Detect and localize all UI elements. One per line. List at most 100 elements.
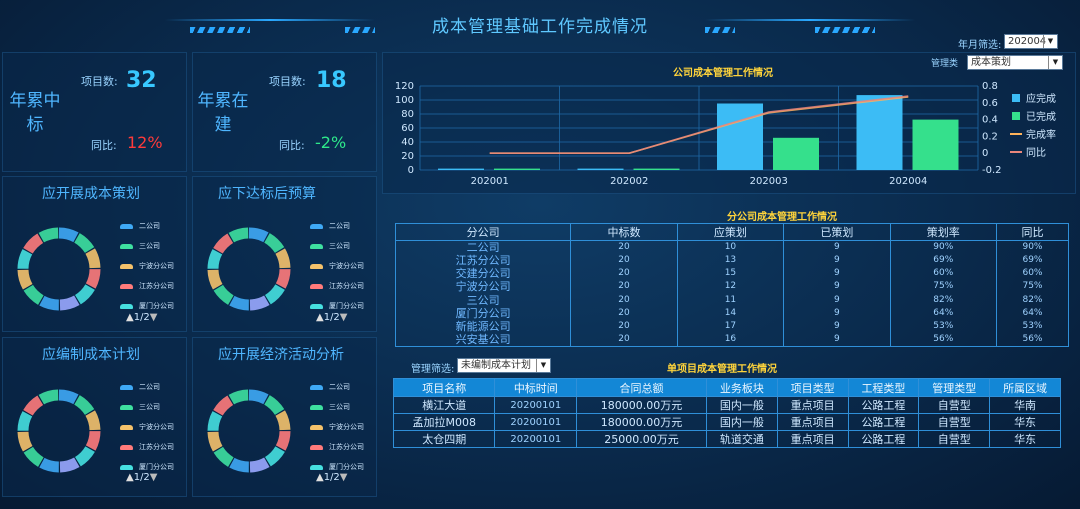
column-header[interactable]: 项目名称 [392, 378, 496, 397]
y-tick-label: 60 [401, 123, 414, 134]
table-row[interactable]: 宁波分公司 20 12 9 75% 75% [394, 280, 1070, 294]
table-row[interactable]: 交建分公司 20 15 9 60% 60% [394, 267, 1070, 281]
table-row[interactable]: 兴安基公司 20 16 9 56% 56% [394, 333, 1070, 348]
donut-title: 应开展经济活动分析 [218, 347, 344, 363]
legend-item[interactable]: 二公司 [310, 377, 364, 397]
legend-item[interactable]: 三公司 [310, 397, 364, 417]
next-page-icon[interactable]: ▼ [339, 472, 348, 483]
legend-item[interactable]: 二公司 [120, 377, 174, 397]
company-chart-filter-select[interactable]: 成本策划 ▼ [967, 55, 1063, 70]
chevron-down-icon: ▼ [536, 359, 550, 372]
legend-pager[interactable]: ▲1/2▼ [316, 312, 348, 323]
column-header[interactable]: 工程类型 [847, 378, 920, 397]
prev-page-icon[interactable]: ▲ [316, 312, 324, 323]
table-row[interactable]: 二公司 20 10 9 90% 90% [394, 240, 1070, 254]
table-cell: 20 [570, 333, 678, 348]
project-filter-select[interactable]: 未编制成本计划 ▼ [457, 358, 551, 373]
table-row[interactable]: 江苏分公司 20 13 9 69% 69% [394, 254, 1070, 268]
table-cell: 新能源公司 [394, 319, 572, 334]
legend-label: 江苏分公司 [329, 282, 364, 290]
car-icon [310, 303, 323, 309]
table-cell: 15 [676, 267, 785, 281]
legend-item[interactable]: 宁波分公司 [120, 256, 174, 276]
legend-swatch [1012, 94, 1020, 102]
legend-item[interactable]: 二公司 [310, 216, 364, 236]
legend-item[interactable]: 江苏分公司 [120, 437, 174, 457]
prev-page-icon[interactable]: ▲ [126, 312, 134, 323]
kpi-count-label: 项目数: [81, 75, 118, 88]
legend-item[interactable]: 宁波分公司 [120, 417, 174, 437]
legend-item[interactable]: 厦门分公司 [120, 296, 174, 316]
column-header[interactable]: 管理类型 [918, 378, 991, 397]
legend-label: 厦门分公司 [329, 463, 364, 471]
legend-item[interactable]: 江苏分公司 [310, 276, 364, 296]
column-header[interactable]: 同比 [995, 223, 1070, 241]
year-filter-select[interactable]: 202004 ▼ [1004, 34, 1058, 49]
legend-swatch [1012, 112, 1020, 120]
prev-page-icon[interactable]: ▲ [126, 472, 134, 483]
kpi-yoy: 12% [127, 133, 163, 152]
table-cell: 国内一般 [705, 413, 778, 431]
legend-pager[interactable]: ▲1/2▼ [126, 312, 158, 323]
table-cell: 9 [783, 306, 891, 320]
table-cell: 12 [676, 280, 785, 294]
legend-item[interactable]: 江苏分公司 [310, 437, 364, 457]
legend-pager[interactable]: ▲1/2▼ [316, 472, 348, 483]
header-deco-right [815, 27, 875, 33]
legend-pager[interactable]: ▲1/2▼ [126, 472, 158, 483]
column-header[interactable]: 合同总额 [576, 378, 707, 397]
table-cell: 13 [676, 254, 785, 268]
legend-label: 厦门分公司 [139, 463, 174, 471]
column-header[interactable]: 分公司 [394, 223, 572, 241]
table-row[interactable]: 孟加拉M008 20200101 180000.00万元 国内一般 重点项目 公路工程 自营… [392, 413, 1061, 431]
kpi-count: 18 [316, 68, 347, 93]
column-header[interactable]: 中标时间 [494, 378, 578, 397]
legend-item[interactable]: 三公司 [120, 397, 174, 417]
column-header[interactable]: 已策划 [783, 223, 891, 241]
table-cell: 10 [676, 240, 785, 254]
next-page-icon[interactable]: ▼ [149, 312, 158, 323]
column-header[interactable]: 策划率 [889, 223, 997, 241]
table-row[interactable]: 三公司 20 11 9 82% 82% [394, 293, 1070, 307]
legend-item[interactable]: 二公司 [120, 216, 174, 236]
legend-item[interactable]: 三公司 [120, 236, 174, 256]
y2-tick-label: 0 [982, 148, 988, 159]
car-icon [120, 243, 133, 249]
legend-item[interactable]: 厦门分公司 [310, 296, 364, 316]
prev-page-icon[interactable]: ▲ [316, 472, 324, 483]
table-row[interactable]: 新能源公司 20 17 9 53% 53% [394, 319, 1070, 334]
legend-item[interactable]: 厦门分公司 [310, 457, 364, 477]
table-row[interactable]: 厦门分公司 20 14 9 64% 64% [394, 306, 1070, 320]
legend-label: 厦门分公司 [139, 302, 174, 310]
table-row[interactable]: 横江大道 20200101 180000.00万元 国内一般 重点项目 公路工程 自营型 华南 [392, 396, 1061, 414]
y-tick-label: 0 [408, 165, 414, 176]
legend-label: 已完成 [1026, 110, 1056, 123]
legend-item[interactable]: 宁波分公司 [310, 256, 364, 276]
car-icon [310, 404, 323, 410]
column-header[interactable]: 项目类型 [776, 378, 849, 397]
year-filter-label: 年月筛选: [958, 40, 1002, 51]
table-cell: 三公司 [394, 293, 572, 307]
column-header[interactable]: 所属区域 [989, 378, 1061, 397]
table-cell: 自营型 [918, 396, 991, 414]
project-table: 项目名称 中标时间 合同总额 业务板块 项目类型 工程类型 管理类型 所属区域 横江大道 202… [392, 378, 1061, 448]
legend-label: 厦门分公司 [329, 302, 364, 310]
y2-tick-label: 0.8 [982, 81, 998, 92]
column-header[interactable]: 中标数 [570, 223, 678, 241]
legend-item[interactable]: 厦门分公司 [120, 457, 174, 477]
column-header[interactable]: 应策划 [676, 223, 785, 241]
legend-label: 同比 [1026, 147, 1046, 159]
column-header[interactable]: 业务板块 [705, 378, 778, 397]
car-icon [310, 424, 323, 430]
project-table-body: 横江大道 20200101 180000.00万元 国内一般 重点项目 公路工程 自营型 华南… [392, 396, 1061, 448]
table-row[interactable]: 太仓四期 20200101 25000.00万元 轨道交通 重点项目 公路工程 自营型 华东 [392, 430, 1061, 448]
pager-text: 1/2 [323, 312, 340, 323]
x-tick-label: 202001 [471, 176, 509, 187]
legend-item[interactable]: 宁波分公司 [310, 417, 364, 437]
legend-item[interactable]: 三公司 [310, 236, 364, 256]
y-tick-label: 80 [401, 109, 414, 120]
next-page-icon[interactable]: ▼ [339, 312, 348, 323]
legend-item[interactable]: 江苏分公司 [120, 276, 174, 296]
table-cell: 53% [889, 319, 997, 334]
next-page-icon[interactable]: ▼ [149, 472, 158, 483]
